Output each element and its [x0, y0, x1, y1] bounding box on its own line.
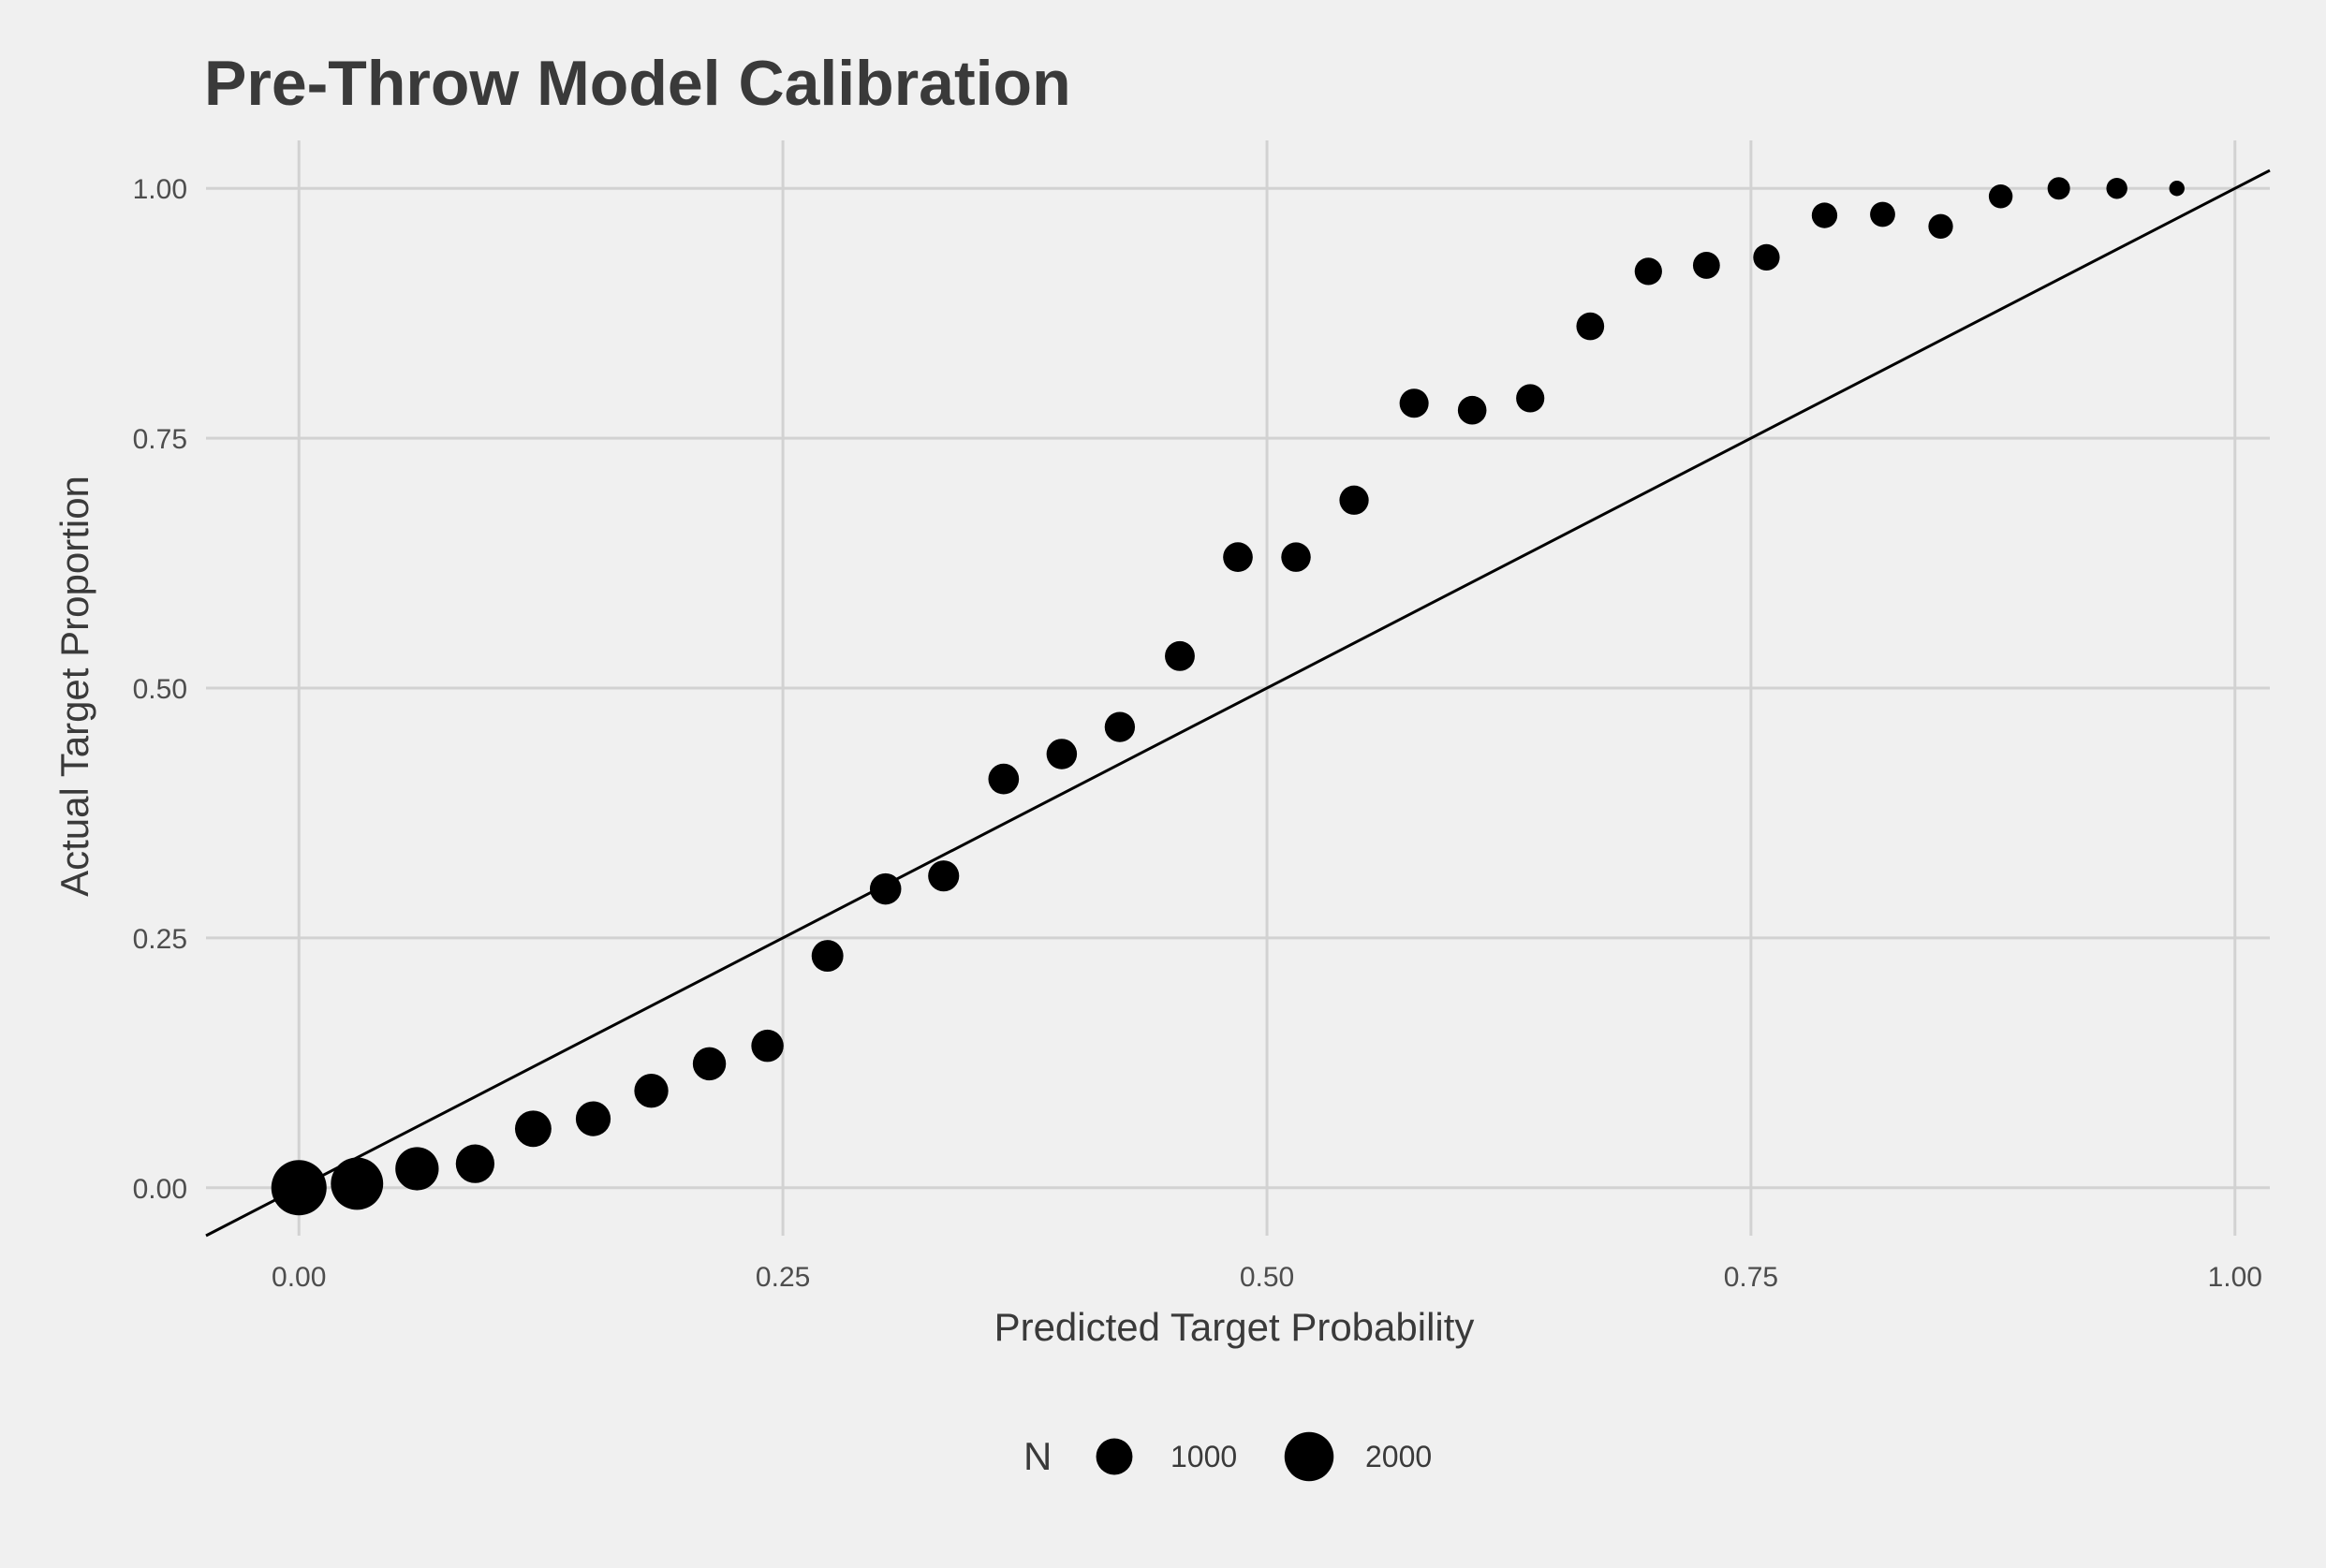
- data-point: [455, 1144, 495, 1183]
- data-point: [928, 860, 960, 892]
- data-point: [395, 1147, 439, 1191]
- data-point: [1692, 252, 1720, 279]
- data-point: [1870, 201, 1895, 227]
- x-tick-label: 0.00: [272, 1262, 326, 1293]
- data-points: [271, 177, 2185, 1216]
- data-point: [1165, 640, 1195, 671]
- size-legend: N 1000 2000: [1023, 1431, 1432, 1482]
- x-tick-label: 1.00: [2208, 1262, 2262, 1293]
- x-tick-label: 0.75: [1724, 1262, 1778, 1293]
- data-point: [811, 940, 844, 973]
- y-tick-label: 0.50: [133, 674, 187, 705]
- y-tick-label: 1.00: [133, 174, 187, 205]
- reference-line: [205, 169, 2271, 1238]
- data-point: [1634, 257, 1662, 286]
- reference-line-layer: [205, 169, 2271, 1238]
- legend-key-circle: [1284, 1431, 1334, 1482]
- data-point: [988, 763, 1020, 795]
- y-axis-title: Actual Target Proportion: [52, 476, 96, 897]
- data-point: [2047, 177, 2070, 200]
- data-point: [1223, 542, 1253, 572]
- legend-entries: 1000 2000: [1096, 1431, 1432, 1482]
- data-point: [634, 1074, 669, 1108]
- y-tick-label: 0.00: [133, 1174, 187, 1205]
- data-point: [1811, 202, 1838, 228]
- data-point: [271, 1160, 327, 1216]
- chart-title: Pre-Throw Model Calibration: [204, 48, 1071, 119]
- data-point: [1516, 384, 1545, 413]
- x-tick-label: 0.50: [1240, 1262, 1294, 1293]
- data-point: [1104, 711, 1136, 742]
- data-point: [575, 1101, 611, 1136]
- data-point: [514, 1110, 552, 1148]
- y-tick-label: 0.25: [133, 924, 187, 955]
- data-point: [1046, 739, 1078, 769]
- x-axis-title: Predicted Target Probability: [994, 1305, 1475, 1349]
- data-point: [1988, 184, 2013, 209]
- legend-label: 1000: [1170, 1440, 1237, 1473]
- data-point: [2169, 181, 2185, 197]
- y-tick-label: 0.75: [133, 424, 187, 455]
- tick-labels: 0.00 0.25 0.50 0.75 1.00 0.00 0.25 0.50 0.75 1.00: [133, 174, 2262, 1293]
- data-point: [1753, 243, 1780, 271]
- data-point: [1339, 485, 1369, 515]
- grid-layer: [206, 140, 2270, 1236]
- data-point: [2106, 178, 2127, 199]
- data-point: [751, 1029, 784, 1062]
- data-point: [1928, 213, 1953, 239]
- legend-title: N: [1023, 1434, 1052, 1478]
- data-point: [1457, 395, 1487, 425]
- legend-key-circle: [1096, 1438, 1133, 1475]
- x-tick-label: 0.25: [756, 1262, 810, 1293]
- data-point: [1399, 388, 1429, 418]
- data-point: [692, 1047, 727, 1081]
- legend-label: 2000: [1365, 1440, 1432, 1473]
- data-point: [869, 872, 902, 905]
- data-point: [1576, 312, 1605, 341]
- data-point: [331, 1157, 384, 1210]
- data-point: [1281, 542, 1311, 572]
